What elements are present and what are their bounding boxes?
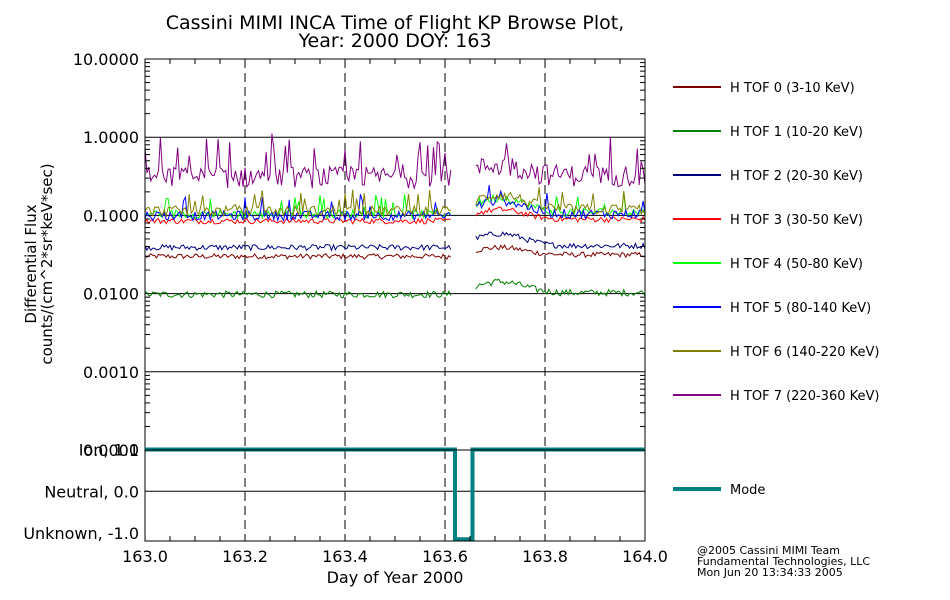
x-tick-label: 163.8 xyxy=(522,547,568,566)
flux-series-line xyxy=(144,133,646,191)
legend: H TOF 0 (3-10 KeV) H TOF 1 (10-20 KeV) H T… xyxy=(673,81,879,498)
legend-label: H TOF 0 (3-10 KeV) xyxy=(730,81,855,96)
flux-y-tick-label: 0.1000 xyxy=(83,206,139,225)
flux-y-tick-label: 0.0100 xyxy=(83,285,139,304)
legend-label: H TOF 7 (220-360 KeV) xyxy=(730,389,879,404)
chart-title: Cassini MIMI INCA Time of Flight KP Brow… xyxy=(166,12,625,34)
legend-label: H TOF 4 (50-80 KeV) xyxy=(730,257,863,272)
x-tick-label: 163.2 xyxy=(222,547,268,566)
x-tick-label: 163.6 xyxy=(422,547,468,566)
mode-y-tick-label: Unknown, -1.0 xyxy=(23,524,139,543)
flux-panel: 0.0001 0.0010 0.0100 0.1000 1.0000 10.0000 xyxy=(73,50,646,460)
legend-label-mode: Mode xyxy=(730,483,765,498)
credit-team: @2005 Cassini MIMI Team xyxy=(697,544,840,557)
chart-subtitle: Year: 2000 DOY: 163 xyxy=(297,30,491,52)
x-tick-label: 163.4 xyxy=(322,547,368,566)
flux-series-line xyxy=(144,278,646,299)
x-tick-label: 164.0 xyxy=(622,547,668,566)
legend-label: H TOF 2 (20-30 KeV) xyxy=(730,169,863,184)
mode-y-tick-label: Ion, 1.0 xyxy=(79,441,139,460)
x-tick-label: 163.0 xyxy=(122,547,168,566)
legend-label: H TOF 1 (10-20 KeV) xyxy=(730,125,863,140)
flux-y-tick-label: 0.0010 xyxy=(83,363,139,382)
legend-label: H TOF 3 (30-50 KeV) xyxy=(730,213,863,228)
flux-y-tick-label: 0.0001 xyxy=(83,441,139,460)
flux-y-tick-label: 1.0000 xyxy=(83,128,139,147)
credit-date: Mon Jun 20 13:34:33 2005 xyxy=(697,566,843,579)
flux-y-tick-label: 10.0000 xyxy=(73,50,139,69)
flux-series-line xyxy=(144,244,646,260)
mode-y-tick-label: Neutral, 0.0 xyxy=(44,482,139,501)
flux-series-line xyxy=(144,187,646,218)
flux-series-line xyxy=(144,231,646,252)
y-axis-label-line2: counts/(cm^2*sr*keV*sec) xyxy=(38,163,56,364)
legend-label: H TOF 5 (80-140 KeV) xyxy=(730,301,871,316)
mode-panel: Ion, 1.0 Neutral, 0.0 Unknown, -1.0 163.0 16… xyxy=(23,441,668,567)
x-axis-label: Day of Year 2000 xyxy=(327,568,464,587)
y-axis-label-line1: Differential Flux xyxy=(22,204,40,323)
legend-label: H TOF 6 (140-220 KeV) xyxy=(730,345,879,360)
credit-company: Fundamental Technologies, LLC xyxy=(697,555,870,568)
mode-panel-frame xyxy=(144,449,646,542)
